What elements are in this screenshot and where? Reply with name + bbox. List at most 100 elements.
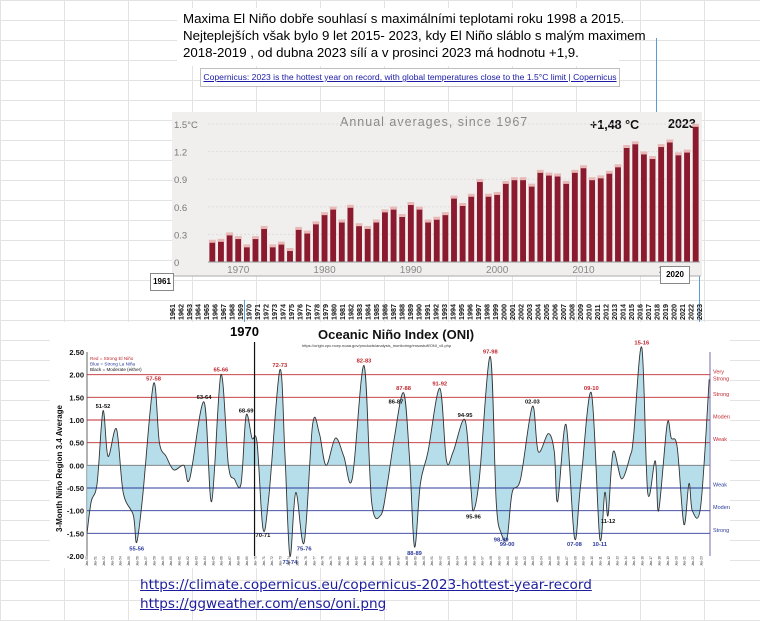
c1-bar [494,193,501,262]
c2-event-label: 07-08 [567,542,583,548]
c1-bar-cap [649,156,656,160]
c2-event-label: 95-96 [466,515,482,521]
c1-bar [407,204,414,262]
year-axis-label: 1963 [185,304,194,320]
year-axis-label: 1989 [406,304,415,320]
c1-ytick-label: 1.2 [174,148,187,159]
c1-bar [243,246,250,262]
c1-bar [399,216,406,262]
c1-bar [330,208,337,262]
c1-bar [218,240,224,262]
year-axis-label: 1984 [364,304,373,320]
c2-xtick-label: Jan-10 [590,556,594,566]
c1-bar [390,208,397,262]
year-axis-label: 1961 [168,304,177,320]
c1-bar-cap [605,170,613,174]
c2-event-label: 91-92 [432,381,447,387]
c2-xtick-label: Jan-17 [649,556,653,566]
c1-bar [675,154,682,262]
c1-bar [338,221,345,262]
c1-bar-cap [433,216,441,220]
c2-xtick-label: Jan-50 [85,556,89,566]
source-link-copernicus[interactable]: https://climate.copernicus.eu/copernicus… [140,577,592,593]
year-axis-label: 1999 [491,304,500,320]
c1-title: Annual averages, since 1967 [340,115,528,129]
c1-bar [459,204,466,262]
c1-bar-cap [355,223,363,227]
year-axis-label: 1995 [457,304,466,320]
annual-averages-svg: Annual averages, since 1967 +1,48 °C 202… [174,115,700,276]
c2-ytick-label: 1.50 [69,393,84,402]
c2-xtick-label: Jan-92 [439,556,443,566]
year-axis-label: 1978 [313,304,322,320]
c2-xtick-label: Jan-62 [186,556,190,566]
c1-bar-cap [674,152,682,156]
c2-area-fill [87,346,710,557]
c2-xtick-label: Jan-86 [388,556,392,566]
c1-ytick-label: 0.9 [174,175,187,186]
c2-xtick-label: Jan-85 [380,556,384,566]
year-axis-label: 1983 [355,304,364,320]
c1-bar [476,181,483,262]
c1-bar-cap [303,230,311,234]
c2-ytick-label: 2.00 [69,371,84,380]
c1-bar-cap [450,195,458,199]
c2-xtick-label: Jan-05 [548,556,552,566]
c2-event-label: 65-66 [213,368,229,374]
c1-bar [692,125,699,262]
year-axis-label: 2005 [542,304,551,320]
c1-bar-cap [295,226,303,230]
c1-bar [520,179,526,262]
c2-xtick-label: Jan-51 [93,556,97,566]
c2-xtick-label: Jan-57 [144,556,148,566]
c2-xtick-label: Jan-23 [700,556,704,566]
year-axis-label: 2016 [636,304,645,320]
note-line-1: Maxima El Niño dobře souhlasí s maximáln… [183,11,625,26]
c1-bar-cap [614,164,622,168]
c2-xtick-label: Jan-20 [674,556,678,566]
c1-bar-cap [243,244,251,248]
year-axis-label: 1975 [287,304,296,320]
c2-xtick-label: Jan-58 [152,556,156,566]
c2-xtick-label: Jan-81 [346,556,350,566]
year-axis-label: 2002 [517,304,526,320]
c2-event-label: 68-69 [239,408,255,414]
c1-bar-cap [571,169,579,173]
copernicus-link[interactable]: Copernicus: 2023 is the hottest year on … [200,68,620,87]
c1-bar [226,234,233,262]
c1-bar [658,146,665,262]
c2-legend-entry: Blue = Strong La Niña [90,362,136,367]
c1-bar [382,211,388,262]
c1-bar-cap [346,204,354,208]
c1-bar-cap [338,219,346,223]
c2-xtick-label: Jan-65 [211,556,215,566]
c1-xtick-label: 1990 [400,265,423,276]
c1-bar-cap [252,236,259,240]
c2-xtick-label: Jan-99 [498,556,502,566]
year-axis-label: 2020 [670,304,679,320]
year-axis-label: 1962 [177,304,186,320]
c1-bar [468,195,475,262]
c1-bar-cap [502,180,510,184]
c1-bar [571,171,578,262]
c2-xtick-label: Jan-60 [169,556,173,566]
year-axis-label: 2009 [576,304,585,320]
year-axis-label: 1970 [245,304,254,320]
c1-bar [580,167,587,262]
year-axis-label: 2011 [593,304,602,320]
c2-xtick-label: Jan-66 [220,556,224,566]
c2-xtick-label: Jan-79 [329,556,333,566]
c2-event-label: 51-52 [96,404,111,410]
c2-legend-entry: Red = Strong El Niño [90,356,134,361]
c1-bar-cap [519,177,527,181]
c1-bar-cap [683,149,691,153]
c1-bar-cap [321,212,328,216]
c2-xtick-label: Jan-61 [178,556,182,566]
c1-bar [312,223,319,262]
c2-xtick-label: Jan-18 [657,556,661,566]
c1-bar [666,141,673,262]
c2-xtick-label: Jan-93 [447,556,451,566]
year-axis-label: 1992 [432,304,441,320]
source-link-ggweather[interactable]: https://ggweather.com/enso/oni.png [140,596,387,612]
